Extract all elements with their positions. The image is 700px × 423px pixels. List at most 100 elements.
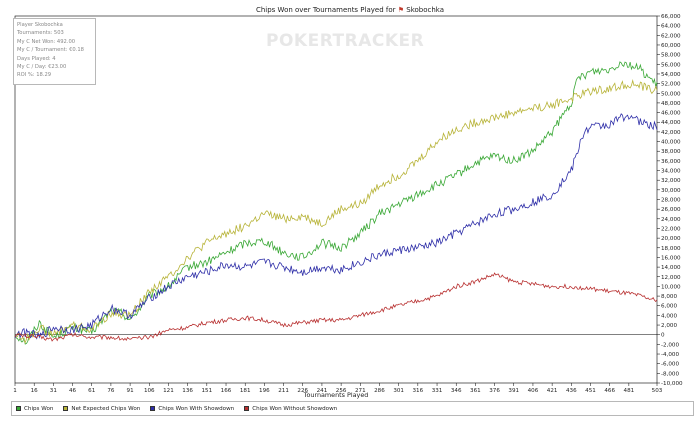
y-tick-label: 18,000 <box>661 246 681 252</box>
y-tick-label: 10,000 <box>661 284 681 290</box>
x-tick-label: 46 <box>69 388 77 394</box>
y-tick-label: 8,000 <box>661 294 677 300</box>
legend-item-net-expected[interactable]: Net Expected Chips Won <box>63 406 140 412</box>
y-tick-label: -10,000 <box>661 381 683 387</box>
y-tick-label: 12,000 <box>661 275 681 281</box>
y-tick-label: 42,000 <box>661 130 681 136</box>
y-tick-label: 50,000 <box>661 91 681 97</box>
x-tick-label: 61 <box>88 388 96 394</box>
series-line-chips-won <box>14 61 658 345</box>
y-tick-label: 34,000 <box>661 169 681 175</box>
x-tick-label: 166 <box>221 388 232 394</box>
y-tick-label: 2,000 <box>661 323 677 329</box>
legend-swatch <box>16 406 21 411</box>
y-tick-label: 24,000 <box>661 217 681 223</box>
watermark-logo: POKERTRACKER <box>266 31 425 51</box>
x-tick-label: 301 <box>393 388 404 394</box>
x-tick-label: 136 <box>182 388 193 394</box>
y-tick-label: 36,000 <box>661 159 681 165</box>
x-tick-label: 331 <box>432 388 443 394</box>
y-tick-label: 30,000 <box>661 188 681 194</box>
x-tick-label: 16 <box>31 388 39 394</box>
x-tick-label: 241 <box>317 388 328 394</box>
legend-swatch <box>244 406 250 411</box>
y-tick-label: 40,000 <box>661 140 681 146</box>
player-flag-icon: ⚑ <box>397 6 405 14</box>
y-tick-label: -6,000 <box>661 362 679 368</box>
stats-line: Player Skobochka <box>17 22 63 28</box>
legend-item-without-showdown[interactable]: Chips Won Without Showdown <box>244 406 337 412</box>
y-tick-label: -8,000 <box>661 371 679 377</box>
x-tick-label: 106 <box>144 388 155 394</box>
legend-label: Chips Won <box>24 405 54 412</box>
stats-line: My C / Tournament: €0.18 <box>17 47 84 54</box>
x-tick-label: 91 <box>127 388 135 394</box>
y-tick-label: 38,000 <box>661 149 681 155</box>
y-tick-label: 32,000 <box>661 178 681 184</box>
x-tick-label: 466 <box>604 388 615 394</box>
x-tick-label: 391 <box>508 388 519 394</box>
y-tick-label: 66,000 <box>661 14 681 20</box>
x-tick-label: 121 <box>163 388 174 394</box>
x-tick-label: 436 <box>566 388 577 394</box>
y-tick-label: 44,000 <box>661 120 681 126</box>
y-tick-label: 56,000 <box>661 62 681 68</box>
x-tick-label: 181 <box>240 388 251 394</box>
x-tick-label: 286 <box>374 388 385 394</box>
y-tick-label: 64,000 <box>661 24 681 30</box>
y-tick-label: 6,000 <box>661 304 677 310</box>
y-tick-label: 20,000 <box>661 236 681 242</box>
y-tick-label: 60,000 <box>661 43 681 49</box>
x-tick-label: 256 <box>336 388 347 394</box>
legend-label: Chips Won With Showdown <box>158 405 235 412</box>
legend-label: Chips Won Without Showdown <box>252 405 338 412</box>
x-tick-label: 316 <box>413 388 424 394</box>
stats-line: My C / Day: €23.00 <box>17 64 67 71</box>
stats-line: Tournaments: 503 <box>17 30 64 37</box>
chart-title-player: Skobochka <box>406 6 445 14</box>
x-axis-title: Tournaments Played <box>303 391 369 399</box>
x-axis: 1 16 31 46 61 76 91 106 121 136 151 166 181 196 211 226… <box>13 383 663 394</box>
stats-line: My C Net Won: 492.00 <box>17 38 76 45</box>
y-tick-label: 48,000 <box>661 101 681 107</box>
y-tick-label: 58,000 <box>661 53 681 59</box>
y-tick-label: 28,000 <box>661 198 681 204</box>
y-tick-label: 22,000 <box>661 226 681 232</box>
series-line-net-expected-chips-won <box>14 79 658 344</box>
x-tick-label: 421 <box>547 388 558 394</box>
x-tick-label: 76 <box>107 388 115 394</box>
legend-label: Net Expected Chips Won <box>71 405 141 412</box>
x-tick-label: 151 <box>201 388 212 394</box>
legend-swatch <box>63 406 69 411</box>
y-tick-label: 52,000 <box>661 82 681 88</box>
y-tick-label: 54,000 <box>661 72 681 78</box>
series-layer <box>14 61 658 345</box>
y-tick-label: -2,000 <box>661 342 679 348</box>
x-tick-label: 196 <box>259 388 270 394</box>
y-tick-label: 4,000 <box>661 313 677 319</box>
x-tick-label: 481 <box>624 388 635 394</box>
x-tick-label: 406 <box>528 388 539 394</box>
y-tick-label: 16,000 <box>661 255 681 261</box>
y-tick-label: 26,000 <box>661 207 681 213</box>
y-tick-label: 0 <box>661 333 665 339</box>
x-tick-label: 211 <box>278 388 289 394</box>
legend-swatch <box>150 406 156 411</box>
x-tick-label: 503 <box>652 388 663 394</box>
y-tick-label: -4,000 <box>661 352 679 358</box>
chart-title-text: Chips Won over Tournaments Played for <box>255 6 396 14</box>
x-tick-label: 361 <box>470 388 481 394</box>
legend-item-with-showdown[interactable]: Chips Won With Showdown <box>150 406 234 412</box>
x-tick-label: 346 <box>451 388 462 394</box>
series-line-chips-won-without-showdown <box>14 272 658 342</box>
stats-box: Player Skobochka Tournaments: 503 My C N… <box>13 18 96 85</box>
plot-frame <box>14 15 658 384</box>
chart-title: Chips Won over Tournaments Played for ⚑ … <box>0 6 700 14</box>
legend-item-chips-won[interactable]: Chips Won <box>16 406 53 412</box>
stats-line: ROI %: 18.29 <box>17 72 52 79</box>
y-tick-label: 14,000 <box>661 265 681 271</box>
x-tick-label: 31 <box>50 388 58 394</box>
series-line-chips-won-with-showdown <box>14 113 658 340</box>
x-tick-label: 226 <box>297 388 308 394</box>
